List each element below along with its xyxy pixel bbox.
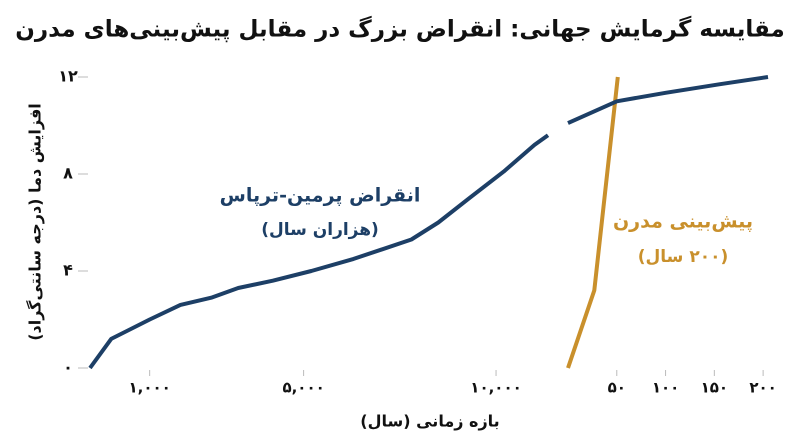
x-tick-label: ۵,۰۰۰ [282, 379, 324, 397]
y-axis-label: افزایش دما (درجه سانتی‌گراد) [26, 103, 45, 341]
series-label: پیش‌بینی مدرن [613, 211, 753, 233]
series-line [566, 76, 620, 369]
series-unit-label: (هزاران سال) [261, 220, 379, 240]
x-axis-label: بازه زمانی (سال) [360, 412, 499, 431]
x-tick-label: ۱۰,۰۰۰ [470, 379, 521, 397]
y-tick-label: ۴ [63, 261, 73, 280]
series-unit-label: (۲۰۰ سال) [638, 247, 728, 267]
series-label: انقراض پرمین-ترپاس [220, 185, 421, 207]
x-tick-label: ۱۵۰ [701, 379, 728, 397]
y-tick-label: ۸ [63, 164, 73, 183]
x-tick-label: ۱۰۰ [652, 379, 679, 397]
chart-title: مقایسه گرمایش جهانی: انقراض بزرگ در مقاب… [15, 16, 785, 43]
series-line [567, 75, 769, 125]
x-tick-label: ۵۰ [608, 379, 626, 397]
series-line [88, 133, 550, 370]
y-tick-label: ۰ [63, 358, 73, 377]
y-tick-label: ۱۲ [58, 67, 78, 86]
x-tick-label: ۱,۰۰۰ [128, 379, 170, 397]
x-tick-label: ۲۰۰ [749, 379, 776, 397]
